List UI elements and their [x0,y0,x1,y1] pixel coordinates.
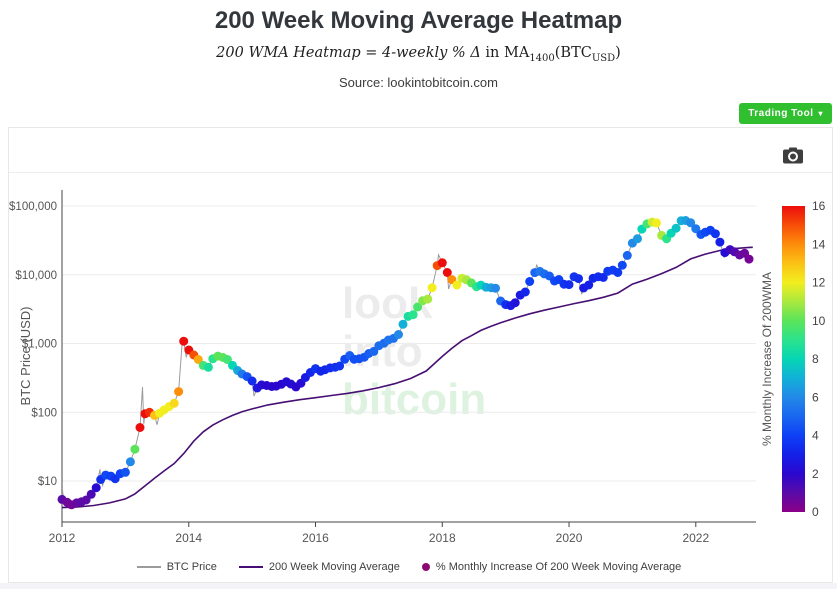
formula-roman-1: in MA [480,45,530,61]
x-tick-label: 2020 [556,531,583,545]
price-dot [442,268,452,277]
page-title: 200 Week Moving Average Heatmap [214,7,623,34]
heatmap-dots [57,216,754,510]
price-dot [86,489,96,499]
x-tick-label: 2014 [175,531,202,545]
price-dot [394,330,403,339]
colorbar-tick-label: 16 [812,199,826,213]
price-dot [398,319,408,329]
price-dot [686,218,696,228]
price-dot [247,376,257,386]
colorbar-tick-label: 12 [812,276,826,290]
formula-italic: 200 WMA Heatmap = 4-weekly % Δ [216,45,481,61]
download-chart-button[interactable] [780,145,806,167]
gridlines [62,205,756,482]
price-dot [671,223,681,233]
price-dot [617,260,627,270]
price-dot [135,423,145,432]
y-tick-label: $10,000 [15,270,57,282]
price-dot [633,234,642,244]
watermark-line-3: bitcoin [342,375,487,424]
price-dot [744,254,754,264]
formula-roman-2: (BTC [554,45,592,61]
card-header-divider [9,172,832,173]
price-dot [584,280,594,290]
price-dot [203,362,213,372]
colorbar-tick-label: 6 [812,390,819,404]
price-dot [564,280,574,290]
page-bottom-strip [0,583,837,589]
legend-label: BTC Price [166,561,217,573]
formula-roman-3: ) [615,45,621,61]
legend-label: % Monthly Increase Of 200 Week Moving Av… [435,561,682,573]
btc-price-line-swatch [136,566,161,568]
price-dot [710,229,720,239]
camera-icon [783,147,803,164]
colorbar-tick-label: 10 [812,314,826,328]
y-axis-title: BTC Price (USD) [18,307,33,406]
monthly-increase-dot-swatch [421,563,430,571]
price-dot [169,398,179,408]
legend-item-200wma[interactable]: 200 Week Moving Average [238,561,400,573]
legend-item-btc-price[interactable]: BTC Price [136,561,217,573]
x-tick-label: 2016 [302,531,329,545]
trading-tool-button[interactable]: Trading Tool ▾ [739,103,832,124]
price-dot [125,457,135,467]
colorbar-tick-label: 4 [812,429,819,443]
colorbar-tick-label: 14 [812,237,826,251]
price-dot [652,218,661,228]
formula-sub-1400: 1400 [529,52,555,64]
legend-item-monthly-increase[interactable]: % Monthly Increase Of 200 Week Moving Av… [421,561,682,573]
legend-label: 200 Week Moving Average [268,561,400,573]
btc-price-line [61,216,750,506]
x-tick-label: 2018 [429,531,456,545]
price-dot [691,224,701,234]
price-dot [525,277,535,286]
price-dot [222,355,232,364]
price-dot [715,237,725,247]
y-tick-label: $100 [31,407,57,419]
price-dot [622,250,632,260]
y-tick-label: $10 [38,476,57,488]
trading-tool-label: Trading Tool [748,108,814,119]
chart-formula: 200 WMA Heatmap = 4-weekly % Δ in MA1400… [0,45,837,64]
price-dot [613,268,623,277]
watermark: look into bitcoin [342,280,486,424]
y-tick-label: $100,000 [9,201,57,213]
price-dot [413,302,423,312]
price-dot [179,336,189,346]
chart-card [8,127,833,583]
price-dot [491,283,500,293]
y-tick-label: $1,000 [22,339,57,351]
wma-line [61,246,753,509]
caret-down-icon: ▾ [818,108,823,118]
price-dot [510,298,520,308]
formula-sub-usd: USD [591,52,616,64]
price-dot [427,283,437,293]
colorbar-tick-label: 8 [812,352,819,366]
price-dot [120,467,130,477]
price-dot [193,355,203,364]
watermark-line-2: into [342,327,423,376]
colorbar [782,206,805,512]
price-dot [408,310,418,320]
price-dot [130,444,140,454]
price-dot [423,294,433,304]
x-tick-label: 2012 [49,531,76,545]
price-dot [437,258,447,268]
price-dot [574,274,583,284]
price-dot [335,361,345,371]
price-dot [452,280,462,290]
price-dot [174,387,184,397]
colorbar-title: % Monthly Increase Of 200WMA [760,272,774,446]
wma-line-swatch [238,566,263,568]
price-dot [520,287,530,297]
colorbar-tick-label: 2 [812,467,819,481]
chart-legend: BTC Price 200 Week Moving Average % Mont… [62,561,756,573]
price-dot [91,483,101,493]
source-line: Source: lookintobitcoin.com [339,75,498,90]
x-tick-label: 2022 [682,531,709,545]
colorbar-tick-label: 0 [812,505,819,519]
